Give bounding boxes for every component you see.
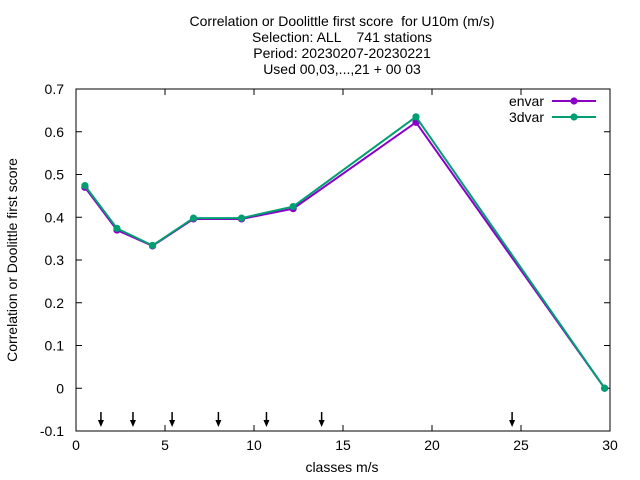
data-point [237, 214, 246, 222]
title-line-4: Used 00,03,...,21 + 00 03 [263, 61, 421, 77]
class-boundary-arrow [263, 412, 270, 427]
x-axis-label: classes m/s [305, 459, 378, 475]
series-line [84, 115, 606, 389]
legend-swatch-point [570, 113, 578, 121]
x-axis: 0 5 10 15 20 25 30 [72, 89, 618, 453]
y-tick-label: 0.2 [45, 295, 65, 311]
class-boundary-arrow [509, 412, 516, 427]
y-tick-label: 0.1 [45, 338, 65, 354]
series-line [84, 120, 606, 389]
x-tick-label: 10 [246, 437, 262, 453]
x-tick-label: 25 [513, 437, 529, 453]
legend-item: 3dvar [509, 109, 596, 125]
class-boundary-arrow [215, 412, 222, 427]
y-axis-label: Correlation or Doolittle first score [4, 158, 20, 362]
x-tick-label: 30 [602, 437, 618, 453]
x-tick-label: 15 [335, 437, 351, 453]
y-tick-label: -0.1 [40, 423, 64, 439]
data-point [189, 214, 198, 222]
title-line-3: Period: 20230207-20230221 [253, 45, 431, 61]
series-3dvar [81, 113, 609, 392]
y-tick-label: 0.5 [45, 167, 65, 183]
class-boundary-arrow [318, 412, 325, 427]
class-boundary-arrow [97, 412, 104, 427]
y-tick-label: 0.4 [45, 209, 65, 225]
class-markers [97, 412, 516, 427]
y-tick-label: 0.3 [45, 252, 65, 268]
legend-label: 3dvar [509, 109, 544, 125]
legend-item: envar [509, 93, 596, 109]
data-point [81, 182, 89, 190]
series-envar [81, 118, 609, 392]
title-line-2: Selection: ALL 741 stations [252, 29, 432, 45]
x-tick-label: 20 [424, 437, 440, 453]
title-line-1: Correlation or Doolittle first score for… [190, 13, 495, 29]
class-boundary-arrow [169, 412, 176, 427]
plot-frame [75, 88, 611, 432]
data-point [601, 384, 609, 392]
y-tick-label: 0.6 [45, 124, 65, 140]
data-point [113, 224, 121, 232]
x-tick-label: 5 [161, 437, 169, 453]
data-point [148, 241, 157, 250]
legend-label: envar [509, 93, 544, 109]
data-point [412, 113, 420, 121]
series-group [81, 113, 609, 392]
y-tick-label: 0 [56, 380, 64, 396]
legend-swatch-point [570, 97, 578, 105]
data-point [289, 202, 297, 211]
y-axis: -0.1 0 0.1 0.2 0.3 0.4 0.5 0.6 0.7 [40, 81, 610, 439]
class-boundary-arrow [129, 412, 136, 427]
x-tick-label: 0 [72, 437, 80, 453]
chart-title: Correlation or Doolittle first score for… [190, 13, 495, 77]
y-tick-label: 0.7 [45, 81, 65, 97]
